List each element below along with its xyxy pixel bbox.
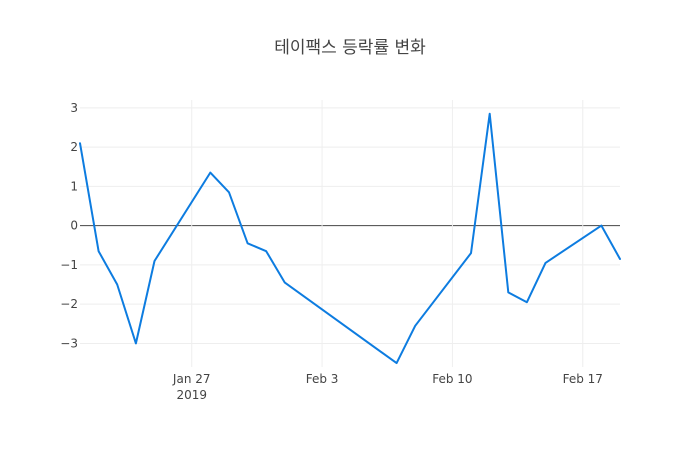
- data-point[interactable]: [96, 248, 102, 254]
- data-point[interactable]: [468, 250, 474, 256]
- chart-title: 테이팩스 등락률 변화: [274, 38, 426, 58]
- y-tick-label: 3: [70, 101, 78, 115]
- data-point[interactable]: [282, 280, 288, 286]
- y-tick-label: 2: [70, 140, 78, 154]
- grid-layer: [80, 100, 620, 367]
- x-tick-label: Feb 17: [563, 372, 603, 386]
- x-axis-ticks: Jan 27 2019 Feb 3 Feb 10 Feb 17: [172, 372, 603, 402]
- data-point[interactable]: [245, 240, 251, 246]
- y-tick-label: −3: [60, 336, 78, 350]
- data-point[interactable]: [226, 189, 232, 195]
- x-tick-label: Jan 27: [172, 372, 211, 386]
- data-point[interactable]: [617, 256, 623, 262]
- y-tick-label: 0: [70, 219, 78, 233]
- data-point[interactable]: [487, 111, 493, 117]
- data-point[interactable]: [505, 289, 511, 295]
- x-tick-label: Feb 3: [306, 372, 339, 386]
- data-point[interactable]: [543, 260, 549, 266]
- y-axis-ticks: 3 2 1 0 −1 −2 −3: [60, 101, 78, 351]
- x-tick-year-label: 2019: [176, 388, 207, 402]
- data-point[interactable]: [394, 360, 400, 366]
- data-point[interactable]: [412, 323, 418, 329]
- y-tick-label: 1: [70, 179, 78, 193]
- data-point[interactable]: [152, 258, 158, 264]
- data-point[interactable]: [263, 248, 269, 254]
- y-tick-label: −2: [60, 297, 78, 311]
- series-line: [79, 112, 621, 365]
- data-point[interactable]: [524, 299, 530, 305]
- data-point[interactable]: [114, 282, 120, 288]
- x-tick-label: Feb 10: [432, 372, 472, 386]
- data-point[interactable]: [133, 340, 139, 346]
- data-point[interactable]: [207, 170, 213, 176]
- series-layer: [79, 111, 623, 366]
- data-point[interactable]: [598, 223, 604, 229]
- y-tick-label: −1: [60, 258, 78, 272]
